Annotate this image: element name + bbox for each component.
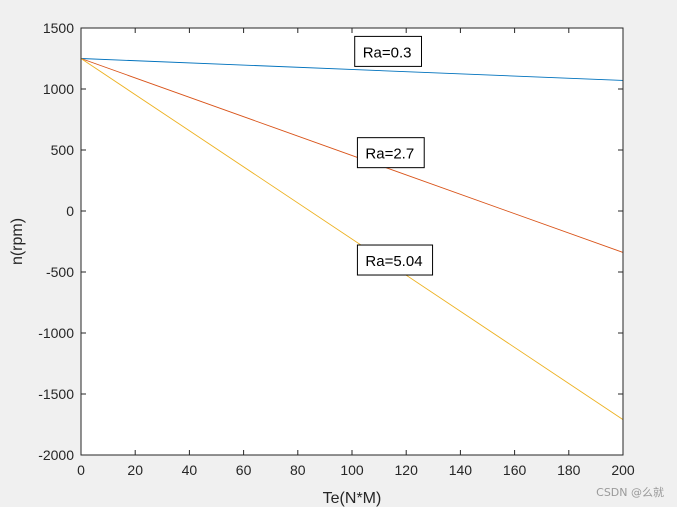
- y-tick-label: 500: [51, 142, 75, 158]
- y-tick-label: -2000: [38, 447, 74, 463]
- x-tick-label: 180: [557, 462, 581, 478]
- annotation-text: Ra=2.7: [365, 146, 414, 163]
- x-tick-label: 60: [236, 462, 252, 478]
- annotation-text: Ra=5.04: [365, 253, 422, 270]
- watermark: CSDN @么就: [596, 485, 664, 499]
- series-line-1: [80, 58, 624, 81]
- y-axis-label: n(rpm): [9, 218, 26, 265]
- plot-area: [81, 28, 623, 455]
- x-tick-label: 0: [77, 462, 85, 478]
- annotation-box: Ra=5.04: [356, 244, 434, 276]
- x-tick-label: 140: [449, 462, 473, 478]
- series-layer: [80, 58, 624, 420]
- x-tick-label: 120: [395, 462, 419, 478]
- y-tick-label: 0: [66, 203, 74, 219]
- ticks-layer: 0 20 40 60 80 100 120 140 160 180 200 -2000 -1500 -10…: [38, 20, 635, 478]
- annotation-frame: [356, 244, 434, 276]
- y-tick-label: -1000: [38, 325, 74, 341]
- y-tick-label: 1000: [43, 81, 74, 97]
- y-tick-label: -1500: [38, 386, 74, 402]
- annotation-text: Ra=0.3: [363, 44, 412, 61]
- y-tick-label: 1500: [43, 20, 74, 36]
- annotation-box: Ra=2.7: [356, 137, 425, 169]
- x-tick-label: 100: [340, 462, 364, 478]
- series-line-3: [80, 58, 624, 420]
- annotation-frame: [354, 35, 423, 67]
- series-line-2: [80, 58, 624, 253]
- x-axis-label: Te(N*M): [323, 490, 382, 507]
- annotation-frame: [356, 137, 425, 169]
- x-tick-label: 40: [182, 462, 198, 478]
- x-tick-label: 200: [611, 462, 635, 478]
- x-tick-label: 160: [503, 462, 527, 478]
- x-tick-label: 20: [127, 462, 143, 478]
- x-tick-label: 80: [290, 462, 306, 478]
- y-tick-label: -500: [46, 264, 74, 280]
- annotation-box: Ra=0.3: [354, 35, 423, 67]
- annotation-layer: Ra=0.3 Ra=2.7 Ra=5.04: [354, 35, 434, 276]
